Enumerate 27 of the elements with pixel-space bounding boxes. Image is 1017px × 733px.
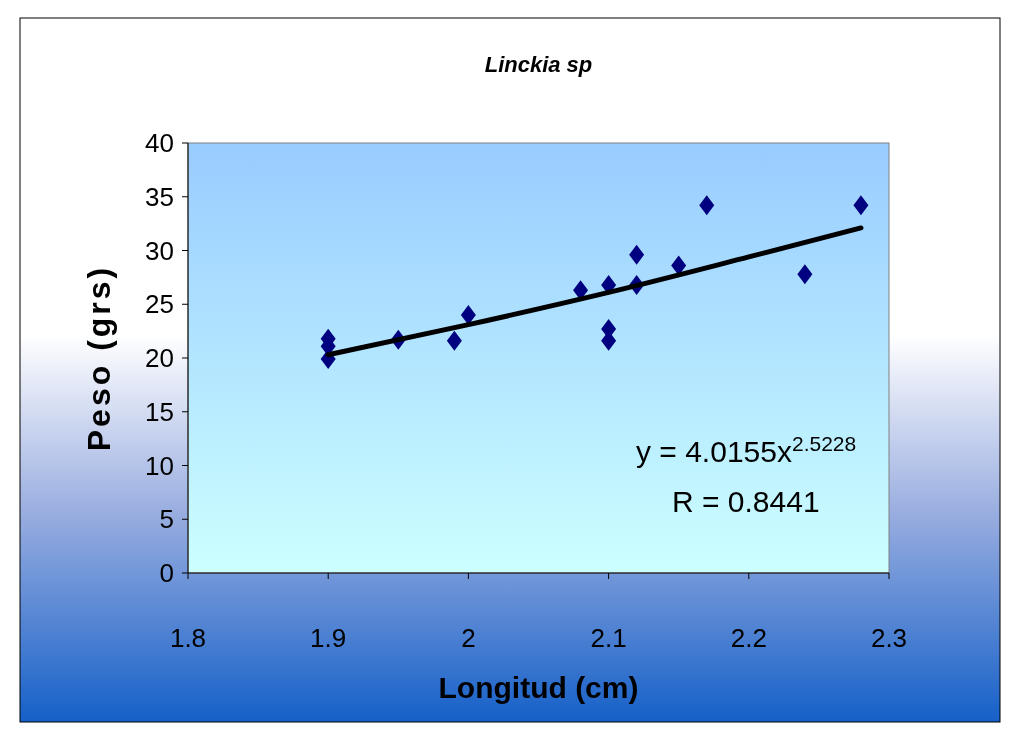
x-tick-label: 1.8 bbox=[169, 623, 207, 653]
point bbox=[446, 330, 462, 351]
point bbox=[460, 305, 476, 325]
chart-title: Linckia sp bbox=[484, 52, 593, 77]
y-tick-label: 30 bbox=[145, 235, 174, 266]
y-tick-label: 20 bbox=[145, 343, 174, 374]
x-tick-label: 2.3 bbox=[870, 623, 908, 653]
y-tick-label: 10 bbox=[145, 450, 174, 481]
x-tick-label: 2 bbox=[461, 623, 476, 653]
x-axis-title: Longitud (cm) bbox=[438, 671, 639, 704]
y-tick-label: 35 bbox=[145, 181, 174, 212]
point bbox=[671, 255, 687, 276]
y-tick-label: 5 bbox=[159, 504, 174, 535]
y-tick-label: 40 bbox=[145, 128, 174, 159]
x-tick-label: 2.1 bbox=[590, 623, 627, 653]
y-axis-title: Peso (grs) bbox=[81, 264, 117, 452]
x-tick-label: 2.2 bbox=[730, 623, 767, 653]
point bbox=[853, 195, 869, 216]
point bbox=[699, 195, 715, 216]
annotation: y = 4.0155x$^{2.5228}$ bbox=[636, 431, 857, 468]
y-tick-label: 15 bbox=[145, 396, 174, 427]
annotation: R = 0.8441 bbox=[672, 485, 820, 518]
point bbox=[629, 244, 645, 265]
y-tick-label: 25 bbox=[145, 289, 174, 320]
point bbox=[797, 264, 813, 285]
y-tick-label: 0 bbox=[159, 558, 174, 589]
x-tick-label: 1.9 bbox=[310, 623, 347, 653]
